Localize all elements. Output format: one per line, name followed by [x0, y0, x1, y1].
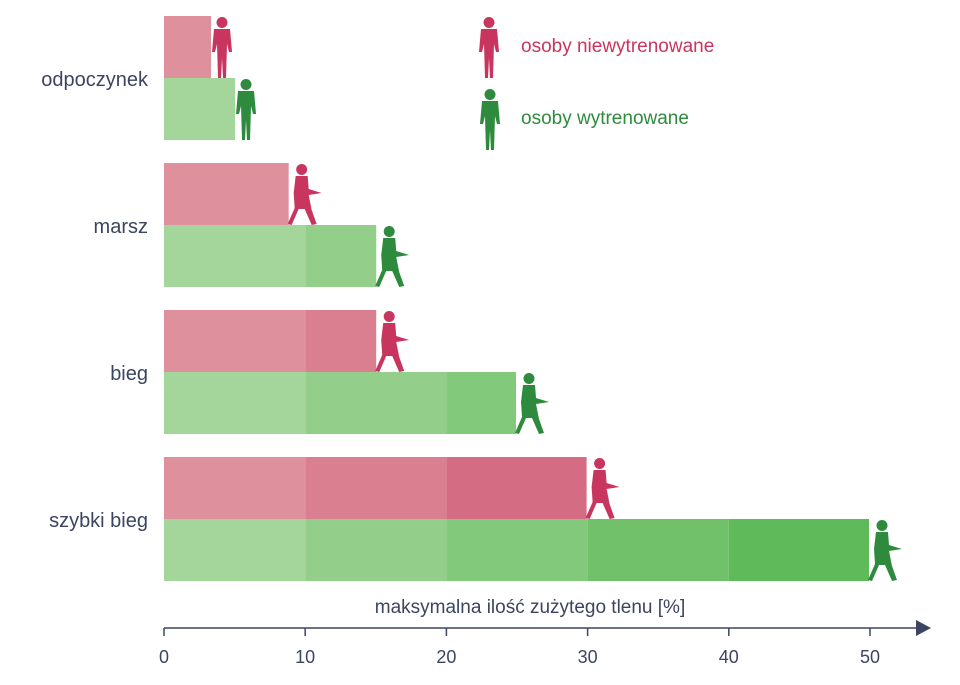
bar-segment — [164, 163, 290, 225]
bar-segment — [164, 16, 213, 78]
person-trained-icon — [375, 226, 410, 287]
bar-segment — [305, 519, 447, 581]
bar-segment — [305, 457, 447, 519]
x-axis-arrow-icon — [916, 620, 931, 636]
bar-segment — [164, 457, 306, 519]
bar — [164, 457, 589, 519]
bar — [164, 372, 518, 434]
category-label: bieg — [110, 363, 148, 385]
category-label: odpoczynek — [41, 69, 149, 91]
bar-segment — [446, 457, 588, 519]
x-tick-label: 50 — [860, 647, 880, 667]
bar-segment — [164, 372, 306, 434]
bar — [164, 78, 238, 140]
bar-segment — [728, 519, 870, 581]
person-untrained-icon — [375, 311, 410, 372]
bar — [164, 163, 291, 225]
person-trained-icon — [480, 89, 500, 150]
legend-label-untrained: osoby niewytrenowane — [521, 36, 714, 57]
figures-layer — [212, 17, 902, 581]
category-labels: odpoczynek marsz bieg szybki bieg — [41, 69, 149, 532]
bar — [164, 225, 379, 287]
bars-layer — [164, 16, 871, 581]
bar-segment — [305, 372, 447, 434]
person-untrained-icon — [212, 17, 233, 78]
bar-segment — [164, 78, 237, 140]
bar — [164, 519, 871, 581]
x-tick-label: 20 — [436, 647, 456, 667]
bar-segment — [164, 310, 306, 372]
x-tick-label: 30 — [578, 647, 598, 667]
bar-segment — [164, 519, 306, 581]
person-trained-icon — [236, 79, 257, 140]
bar — [164, 16, 214, 78]
person-untrained-icon — [585, 458, 620, 519]
x-tick-label: 0 — [159, 647, 169, 667]
bar-segment — [446, 519, 588, 581]
bar — [164, 310, 379, 372]
category-label: szybki bieg — [49, 510, 148, 532]
legend-trained-icon — [480, 89, 500, 150]
bar-segment — [446, 372, 517, 434]
x-axis-title: maksymalna ilość zużytego tlenu [%] — [375, 597, 685, 618]
person-trained-icon — [515, 373, 549, 434]
category-label: marsz — [94, 216, 148, 238]
bar-segment — [587, 519, 729, 581]
x-tick-label: 40 — [719, 647, 739, 667]
person-untrained-icon — [479, 17, 499, 78]
x-axis: 0 10 20 30 40 50 — [159, 620, 931, 667]
person-untrained-icon — [287, 164, 322, 225]
bar-segment — [305, 310, 378, 372]
person-trained-icon — [868, 520, 902, 581]
bar-segment — [305, 225, 378, 287]
x-tick-label: 10 — [295, 647, 315, 667]
legend-untrained-icon — [479, 17, 499, 78]
bar-segment — [164, 225, 306, 287]
legend: osoby niewytrenowane osoby wytrenowane — [479, 17, 714, 150]
x-axis-ticks: 0 10 20 30 40 50 — [159, 628, 880, 667]
legend-label-trained: osoby wytrenowane — [521, 108, 689, 129]
